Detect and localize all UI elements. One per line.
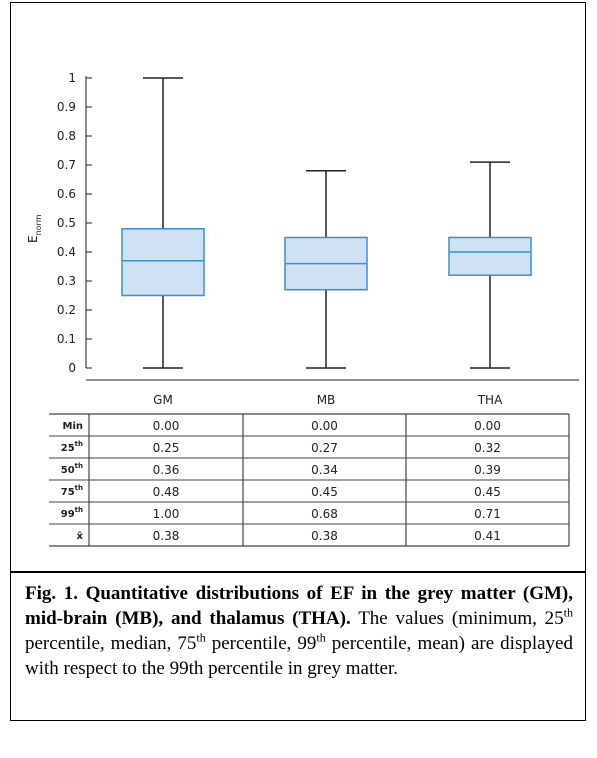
y-axis-label-sub: norm xyxy=(34,214,43,235)
table-cell-1-0: 0.25 xyxy=(153,441,180,455)
table-row-label-sup-1: th xyxy=(75,440,83,448)
figure-frame: 0 0.1 0.2 0.3 0.4 0.5 0.6 0.7 0.8 0.9 1 Enorm GM MB TH… xyxy=(10,2,586,572)
table-row-label-sup-4: th xyxy=(75,506,83,514)
y-tick-label-9: 0.9 xyxy=(57,100,76,114)
table-cell-3-0: 0.48 xyxy=(153,485,180,499)
table-row-label-sup-3: th xyxy=(75,484,83,492)
y-tick-label-2: 0.2 xyxy=(57,303,76,317)
y-tick-label-7: 0.7 xyxy=(57,158,76,172)
mb-category-label: MB xyxy=(317,393,336,407)
y-axis-label-main: E xyxy=(26,235,40,243)
caption-bold: Fig. 1. Quantitative distributions of EF… xyxy=(25,583,573,629)
y-axis-label: Enorm xyxy=(26,214,43,243)
y-tick-label-5: 0.5 xyxy=(57,216,76,230)
y-tick-label-10: 1 xyxy=(68,71,76,85)
table-cell-2-2: 0.39 xyxy=(474,463,501,477)
table-row-label-base-5: x̄ xyxy=(77,531,84,542)
gm-category-label: GM xyxy=(153,393,173,407)
caption-text-1: The values (minimum, 25 xyxy=(350,608,564,629)
table-cell-4-0: 1.00 xyxy=(153,507,180,521)
y-tick-label-4: 0.4 xyxy=(57,245,76,259)
table-row-label-base-1: 25 xyxy=(61,443,75,454)
table-cell-3-1: 0.45 xyxy=(311,485,338,499)
table-cell-0-0: 0.00 xyxy=(153,419,180,433)
table-cell-5-2: 0.41 xyxy=(474,529,501,543)
table-cell-1-2: 0.32 xyxy=(474,441,501,455)
table-row-label-base-3: 75 xyxy=(61,487,75,498)
table-cell-1-1: 0.27 xyxy=(311,441,338,455)
gm-box xyxy=(121,228,205,297)
table-row-label-base-0: Min xyxy=(63,421,84,432)
table-row-label-3: 75th xyxy=(61,484,83,498)
table-cell-2-0: 0.36 xyxy=(153,463,180,477)
table-cell-5-1: 0.38 xyxy=(311,529,338,543)
table-row-label-5: x̄ xyxy=(77,531,84,542)
y-tick-label-0: 0 xyxy=(68,361,76,375)
table-row-label-base-2: 50 xyxy=(61,465,75,476)
caption-text-3: percentile, 99 xyxy=(205,633,317,654)
table-row-label-4: 99th xyxy=(61,506,83,520)
table-row-label-2: 50th xyxy=(61,462,83,476)
table-cell-4-1: 0.68 xyxy=(311,507,338,521)
table-cell-4-2: 0.71 xyxy=(474,507,501,521)
table-row-label-0: Min xyxy=(63,421,84,432)
y-tick-label-6: 0.6 xyxy=(57,187,76,201)
caption-sup-3: th xyxy=(316,630,326,645)
figure-caption: Fig. 1. Quantitative distributions of EF… xyxy=(10,572,586,721)
box-plot-chart: 0 0.1 0.2 0.3 0.4 0.5 0.6 0.7 0.8 0.9 1 Enorm GM MB TH… xyxy=(26,71,579,547)
table-row-label-1: 25th xyxy=(61,440,83,454)
caption-text-4: percentile, mean) are displayed with res… xyxy=(25,633,573,679)
table-cell-0-2: 0.00 xyxy=(474,419,501,433)
caption-sup-2: th xyxy=(196,630,206,645)
table-cell-5-0: 0.38 xyxy=(153,529,180,543)
y-tick-label-3: 0.3 xyxy=(57,274,76,288)
caption-sup-1: th xyxy=(563,605,573,620)
table-row-label-sup-2: th xyxy=(75,462,83,470)
table-cell-2-1: 0.34 xyxy=(311,463,338,477)
tha-box xyxy=(448,236,532,276)
table-cell-0-1: 0.00 xyxy=(311,419,338,433)
caption-text-2: percentile, median, 75 xyxy=(25,633,197,654)
table-row-label-base-4: 99 xyxy=(61,509,75,520)
y-tick-label-8: 0.8 xyxy=(57,129,76,143)
tha-category-label: THA xyxy=(477,393,503,407)
y-tick-label-1: 0.1 xyxy=(57,332,76,346)
table-cell-3-2: 0.45 xyxy=(474,485,501,499)
